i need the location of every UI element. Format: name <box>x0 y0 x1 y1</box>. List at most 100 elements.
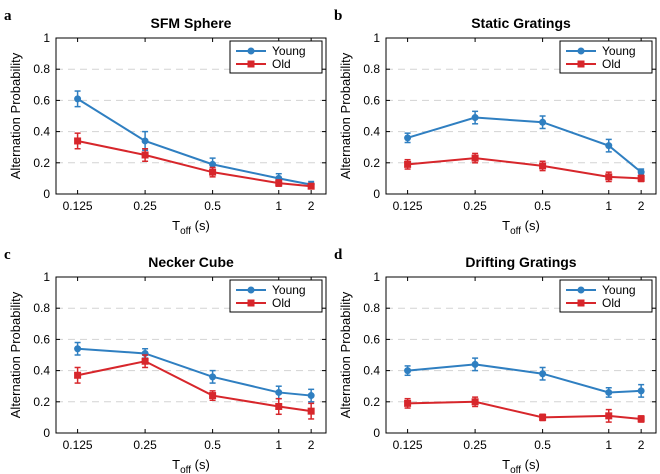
axes-frame <box>385 276 657 434</box>
x-tick-label: 2 <box>308 438 315 452</box>
x-tick-label: 0.5 <box>534 199 551 213</box>
x-tick-label: 0.5 <box>204 438 221 452</box>
legend-label: Young <box>602 283 636 297</box>
legend-box <box>559 40 653 74</box>
data-point <box>74 345 82 353</box>
legend-label: Young <box>272 283 306 297</box>
legend-box <box>229 279 323 313</box>
series-young <box>74 90 315 189</box>
y-tick-label: 0 <box>43 426 50 440</box>
x-axis-label-sub: off <box>510 465 521 474</box>
series-old <box>404 396 645 423</box>
series-line <box>77 97 312 186</box>
data-point <box>637 415 645 423</box>
axes-frame <box>385 37 657 195</box>
data-point <box>404 399 412 407</box>
y-tick-label: 0.2 <box>33 156 50 170</box>
data-point <box>539 413 547 421</box>
data-point <box>637 174 645 182</box>
data-point <box>307 407 315 415</box>
y-tick-label: 1 <box>373 270 380 284</box>
data-point <box>141 151 149 159</box>
data-point <box>209 168 217 176</box>
y-tick-label: 0.6 <box>363 332 380 346</box>
data-point <box>471 154 479 162</box>
x-tick-label: 0.125 <box>63 199 93 213</box>
legend-marker <box>577 299 585 307</box>
data-point <box>539 370 547 378</box>
y-tick-label: 0.8 <box>363 301 380 315</box>
data-point <box>539 162 547 170</box>
x-tick-label: 2 <box>638 438 645 452</box>
data-point <box>275 388 283 396</box>
panel-a: a SFM Sphere 0 0.2 0.4 0.6 0.8 1 0.125 0.25 0.5 1 2 A… <box>4 8 327 237</box>
y-tick-label: 0.6 <box>363 93 380 107</box>
x-axis-label: Toff (s) <box>172 218 210 237</box>
data-point <box>605 142 613 150</box>
x-axis-label-sub: off <box>510 226 521 237</box>
x-tick-label: 2 <box>638 199 645 213</box>
axes-frame <box>55 37 327 195</box>
x-axis-label: Toff (s) <box>502 218 540 237</box>
x-axis-label-unit: (s) <box>521 457 540 472</box>
y-tick-label: 0 <box>373 187 380 201</box>
legend-label: Old <box>272 296 291 310</box>
x-axis-label-main: T <box>172 218 180 233</box>
y-axis-label: Alternation Probability <box>338 52 353 179</box>
y-tick-label: 0.8 <box>363 62 380 76</box>
x-axis-label-sub: off <box>180 226 191 237</box>
y-tick-label: 1 <box>43 31 50 45</box>
legend-label: Old <box>272 57 291 71</box>
x-tick-label: 0.125 <box>63 438 93 452</box>
chart-title: SFM Sphere <box>151 15 232 31</box>
data-point <box>141 137 149 145</box>
y-axis-label: Alternation Probability <box>8 52 23 179</box>
data-point <box>605 173 613 181</box>
y-tick-label: 0.4 <box>33 125 50 139</box>
data-point <box>74 137 82 145</box>
data-point <box>471 114 479 122</box>
y-axis-label: Alternation Probability <box>8 291 23 418</box>
legend-marker <box>247 299 255 307</box>
x-tick-label: 0.25 <box>463 438 487 452</box>
data-point <box>637 168 645 176</box>
x-tick-label: 0.5 <box>534 438 551 452</box>
legend-label: Young <box>272 44 306 58</box>
data-point <box>307 182 315 190</box>
series-old <box>74 132 315 190</box>
data-point <box>404 160 412 168</box>
y-tick-label: 0.2 <box>363 395 380 409</box>
axes-frame <box>55 276 327 434</box>
data-point <box>209 373 217 381</box>
data-point <box>209 160 217 168</box>
series-young <box>74 341 315 403</box>
x-axis-label-sub: off <box>180 465 191 474</box>
data-point <box>539 118 547 126</box>
y-axis-label: Alternation Probability <box>338 291 353 418</box>
x-axis-label-main: T <box>502 457 510 472</box>
x-axis-label-unit: (s) <box>191 218 210 233</box>
legend-marker <box>577 60 585 68</box>
data-point <box>404 367 412 375</box>
x-tick-label: 0.125 <box>393 199 423 213</box>
data-point <box>74 95 82 103</box>
panel-letter: d <box>334 247 343 263</box>
legend-label: Old <box>602 57 621 71</box>
data-point <box>471 360 479 368</box>
x-tick-label: 0.5 <box>204 199 221 213</box>
x-tick-label: 1 <box>605 199 612 213</box>
x-axis-label: Toff (s) <box>502 457 540 474</box>
panel-letter: b <box>334 8 342 24</box>
x-axis-label-main: T <box>502 218 510 233</box>
data-point <box>307 392 315 400</box>
x-axis-label-main: T <box>172 457 180 472</box>
x-tick-label: 0.25 <box>133 199 157 213</box>
chart-title: Static Gratings <box>471 15 571 31</box>
data-point <box>471 398 479 406</box>
x-tick-label: 0.25 <box>133 438 157 452</box>
